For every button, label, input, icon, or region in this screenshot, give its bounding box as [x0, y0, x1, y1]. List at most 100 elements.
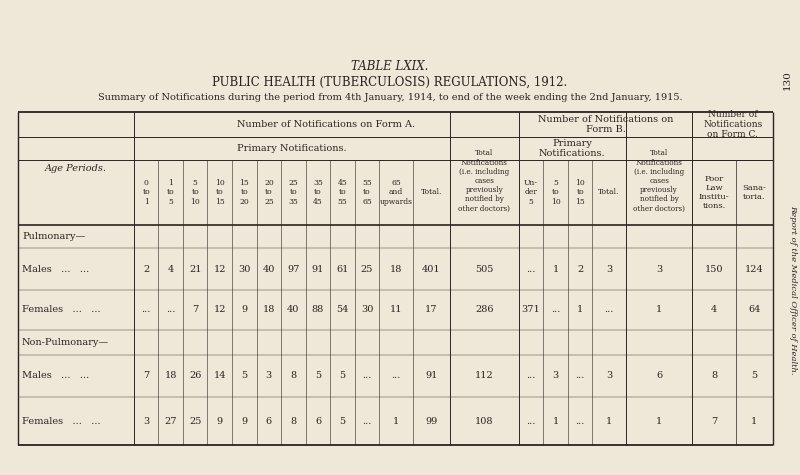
Text: 1: 1: [393, 417, 399, 426]
Text: 10
to
15: 10 to 15: [215, 179, 225, 206]
Text: 7: 7: [711, 417, 718, 426]
Text: 8: 8: [290, 371, 297, 380]
Text: 9: 9: [217, 417, 223, 426]
Text: 6: 6: [656, 371, 662, 380]
Text: TABLE LXIX.: TABLE LXIX.: [351, 60, 429, 74]
Text: 40: 40: [287, 305, 299, 314]
Text: 11: 11: [390, 305, 402, 314]
Text: Total
Notifications
(i.e. including
cases
previously
notified by
other doctors): Total Notifications (i.e. including case…: [458, 150, 510, 213]
Text: 3: 3: [143, 417, 150, 426]
Text: ...: ...: [526, 371, 536, 380]
Text: Age Periods.: Age Periods.: [45, 164, 107, 173]
Text: 1: 1: [656, 417, 662, 426]
Text: 64: 64: [748, 305, 761, 314]
Text: 25
to
35: 25 to 35: [289, 179, 298, 206]
Text: 8: 8: [711, 371, 717, 380]
Text: 88: 88: [312, 305, 324, 314]
Text: 27: 27: [165, 417, 177, 426]
Text: Summary of Notifications during the period from 4th January, 1914, to end of the: Summary of Notifications during the peri…: [98, 93, 682, 102]
Text: Sana-
toria.: Sana- toria.: [742, 184, 766, 201]
Text: 0
to
1: 0 to 1: [142, 179, 150, 206]
Text: ...: ...: [526, 265, 536, 274]
Text: 124: 124: [745, 265, 764, 274]
Text: ...: ...: [142, 305, 151, 314]
Text: 30: 30: [361, 305, 374, 314]
Text: 12: 12: [214, 265, 226, 274]
Text: 5: 5: [339, 417, 346, 426]
Text: 401: 401: [422, 265, 441, 274]
Text: 18: 18: [262, 305, 275, 314]
Text: 25: 25: [189, 417, 202, 426]
Text: Total
Notifications
(i.e. including
cases
previously
notified by
other doctors): Total Notifications (i.e. including case…: [633, 150, 685, 213]
Text: 4: 4: [711, 305, 718, 314]
Text: 18: 18: [165, 371, 177, 380]
Text: 12: 12: [214, 305, 226, 314]
Text: 108: 108: [475, 417, 494, 426]
Text: 5: 5: [315, 371, 321, 380]
Text: 2: 2: [577, 265, 583, 274]
Text: Non-Pulmonary—: Non-Pulmonary—: [22, 338, 109, 347]
Text: 5
to
10: 5 to 10: [190, 179, 200, 206]
Text: Total.: Total.: [598, 189, 620, 197]
Text: 65
and
upwards: 65 and upwards: [379, 179, 413, 206]
Text: 10
to
15: 10 to 15: [575, 179, 585, 206]
Text: 6: 6: [315, 417, 321, 426]
Text: 1: 1: [553, 417, 558, 426]
Text: Number of
Notifications
on Form C.: Number of Notifications on Form C.: [703, 110, 762, 139]
Text: 35
to
45: 35 to 45: [313, 179, 323, 206]
Text: 61: 61: [336, 265, 349, 274]
Text: 3: 3: [553, 371, 558, 380]
Text: ...: ...: [362, 417, 372, 426]
Text: 17: 17: [425, 305, 438, 314]
Text: ...: ...: [604, 305, 614, 314]
Text: PUBLIC HEALTH (TUBERCULOSIS) REGULATIONS, 1912.: PUBLIC HEALTH (TUBERCULOSIS) REGULATIONS…: [212, 76, 568, 88]
Text: 6: 6: [266, 417, 272, 426]
Text: 3: 3: [266, 371, 272, 380]
Text: 97: 97: [287, 265, 299, 274]
Text: Primary
Notifications.: Primary Notifications.: [539, 139, 606, 158]
Text: 130: 130: [782, 70, 791, 90]
Text: 45
to
55: 45 to 55: [338, 179, 347, 206]
Text: 40: 40: [262, 265, 275, 274]
Text: 150: 150: [705, 265, 723, 274]
Text: 1: 1: [553, 265, 558, 274]
Text: Males   ...   ...: Males ... ...: [22, 265, 90, 274]
Text: Females   ...   ...: Females ... ...: [22, 305, 101, 314]
Text: 20
to
25: 20 to 25: [264, 179, 274, 206]
Text: 9: 9: [242, 417, 247, 426]
Text: ...: ...: [166, 305, 175, 314]
Text: 55
to
65: 55 to 65: [362, 179, 372, 206]
Text: 9: 9: [242, 305, 247, 314]
Text: 4: 4: [167, 265, 174, 274]
Text: 286: 286: [475, 305, 494, 314]
Text: 1: 1: [751, 417, 758, 426]
Text: ...: ...: [362, 371, 372, 380]
Text: ...: ...: [391, 371, 401, 380]
Text: 5: 5: [242, 371, 247, 380]
Text: 25: 25: [361, 265, 374, 274]
Text: 5: 5: [339, 371, 346, 380]
Text: Poor
Law
Institu-
tions.: Poor Law Institu- tions.: [698, 175, 730, 210]
Text: Males   ...   ...: Males ... ...: [22, 371, 90, 380]
Text: 5: 5: [751, 371, 758, 380]
Text: 7: 7: [192, 305, 198, 314]
Text: 3: 3: [606, 371, 612, 380]
Text: 26: 26: [189, 371, 202, 380]
Text: 91: 91: [425, 371, 438, 380]
Text: Females   ...   ...: Females ... ...: [22, 417, 101, 426]
Text: ...: ...: [551, 305, 560, 314]
Text: 505: 505: [475, 265, 494, 274]
Text: 7: 7: [143, 371, 150, 380]
Text: Primary Notifications.: Primary Notifications.: [237, 144, 346, 153]
Text: ...: ...: [575, 417, 585, 426]
Text: ...: ...: [526, 417, 536, 426]
Text: Number of Notifications on Form A.: Number of Notifications on Form A.: [238, 120, 415, 129]
Text: 2: 2: [143, 265, 150, 274]
Text: Un-
der
5: Un- der 5: [524, 179, 538, 206]
Text: ...: ...: [575, 371, 585, 380]
Text: 15
to
20: 15 to 20: [239, 179, 249, 206]
Text: 3: 3: [656, 265, 662, 274]
Text: 14: 14: [214, 371, 226, 380]
Text: Pulmonary—: Pulmonary—: [22, 232, 86, 241]
Text: Number of Notifications on
Form B.: Number of Notifications on Form B.: [538, 115, 674, 134]
